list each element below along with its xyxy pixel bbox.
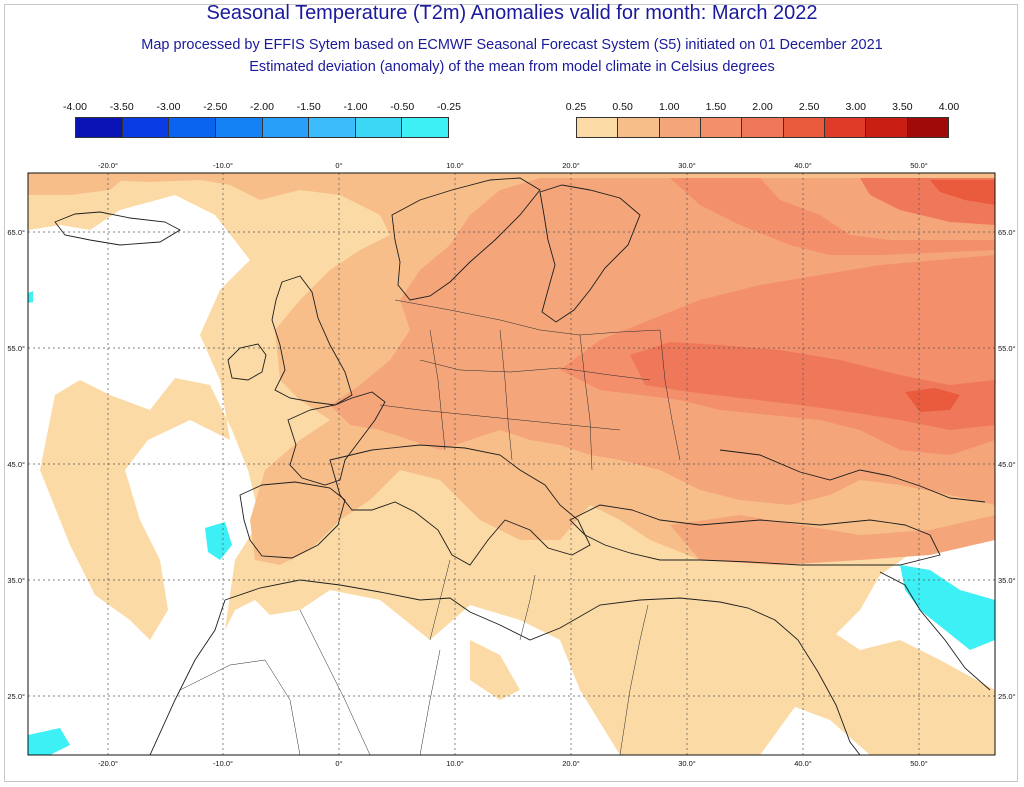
map-border bbox=[27, 172, 996, 756]
figure-frame bbox=[4, 4, 1018, 782]
positive-tick-label: 2.00 bbox=[752, 101, 773, 113]
map-subtitle-processing: Map processed by EFFIS Sytem based on EC… bbox=[141, 37, 883, 53]
longitude-label: -10.0° bbox=[213, 161, 233, 170]
latitude-labels-right: 65.0° 55.0° 45.0° 35.0° 25.0° bbox=[998, 228, 1016, 701]
longitude-label: 10.0° bbox=[446, 759, 464, 768]
positive-tick-label: 2.50 bbox=[798, 101, 820, 113]
longitude-labels-top: -20.0° -10.0° 0° 10.0° 20.0° 30.0° 40.0° 50.0° bbox=[98, 161, 928, 170]
negative-tick-label: -3.50 bbox=[109, 101, 134, 113]
positive-tick-label: 3.00 bbox=[845, 101, 866, 113]
longitude-label: 20.0° bbox=[562, 161, 580, 170]
latitude-label: 65.0° bbox=[998, 228, 1016, 237]
latitude-label: 35.0° bbox=[7, 576, 25, 585]
negative-tick-label: -2.00 bbox=[250, 101, 274, 113]
positive-swatch-5 bbox=[783, 118, 825, 137]
positive-swatch-2 bbox=[659, 118, 701, 137]
negative-anomaly-colorbar bbox=[75, 117, 449, 138]
longitude-label: 0° bbox=[335, 759, 342, 768]
positive-tick-label: 4.00 bbox=[938, 101, 960, 113]
graticule bbox=[28, 173, 995, 755]
latitude-label: 55.0° bbox=[7, 344, 25, 353]
positive-anomaly-colorbar bbox=[576, 117, 949, 138]
longitude-label: 50.0° bbox=[910, 759, 928, 768]
latitude-labels-left: 65.0° 55.0° 45.0° 35.0° 25.0° bbox=[7, 228, 25, 701]
negative-swatch-1 bbox=[122, 118, 170, 137]
negative-swatch-5 bbox=[309, 118, 356, 137]
latitude-label: 65.0° bbox=[7, 228, 25, 237]
longitude-label: 40.0° bbox=[794, 759, 812, 768]
anomaly-field-negative bbox=[28, 291, 995, 755]
map-subtitle-units: Estimated deviation (anomaly) of the mea… bbox=[249, 59, 775, 75]
positive-swatch-6 bbox=[824, 118, 867, 137]
positive-swatch-4 bbox=[742, 118, 784, 137]
latitude-label: 45.0° bbox=[7, 460, 25, 469]
longitude-label: 30.0° bbox=[678, 161, 696, 170]
negative-tick-label: -0.50 bbox=[390, 101, 415, 113]
longitude-label: 30.0° bbox=[678, 759, 696, 768]
longitude-label: 50.0° bbox=[910, 161, 928, 170]
positive-swatch-1 bbox=[618, 118, 660, 137]
longitude-label: 40.0° bbox=[794, 161, 812, 170]
positive-tick-label: 0.50 bbox=[612, 101, 633, 113]
positive-tick-label: 1.00 bbox=[659, 101, 680, 113]
negative-swatch-0 bbox=[76, 118, 123, 137]
positive-tick-label: 1.50 bbox=[705, 101, 727, 113]
positive-swatch-7 bbox=[866, 118, 908, 137]
negative-swatch-4 bbox=[262, 118, 310, 137]
positive-swatch-3 bbox=[700, 118, 743, 137]
positive-swatch-8 bbox=[907, 118, 948, 137]
positive-tick-label: 0.25 bbox=[565, 101, 587, 113]
negative-swatch-2 bbox=[169, 118, 216, 137]
latitude-label: 25.0° bbox=[7, 692, 25, 701]
negative-swatch-3 bbox=[215, 118, 263, 137]
negative-tick-label: -0.25 bbox=[437, 101, 461, 113]
negative-swatch-6 bbox=[355, 118, 403, 137]
latitude-label: 55.0° bbox=[998, 344, 1016, 353]
longitude-label: 0° bbox=[335, 161, 342, 170]
map-title: Seasonal Temperature (T2m) Anomalies val… bbox=[206, 2, 818, 24]
longitude-label: 20.0° bbox=[562, 759, 580, 768]
positive-tick-label: 3.50 bbox=[892, 101, 913, 113]
longitude-label: -20.0° bbox=[98, 759, 118, 768]
longitude-label: -10.0° bbox=[213, 759, 233, 768]
negative-tick-label: -4.00 bbox=[63, 101, 87, 113]
latitude-label: 45.0° bbox=[998, 460, 1016, 469]
negative-tick-label: -1.50 bbox=[296, 101, 321, 113]
longitude-label: 10.0° bbox=[446, 161, 464, 170]
coastlines bbox=[54, 177, 991, 755]
latitude-label: 35.0° bbox=[998, 576, 1016, 585]
negative-swatch-7 bbox=[402, 118, 448, 137]
negative-tick-label: -1.00 bbox=[343, 101, 368, 113]
longitude-labels-bottom: -20.0° -10.0° 0° 10.0° 20.0° 30.0° 40.0° 50.0° bbox=[98, 759, 928, 768]
longitude-label: -20.0° bbox=[98, 161, 118, 170]
latitude-label: 25.0° bbox=[998, 692, 1016, 701]
country-borders bbox=[179, 299, 681, 755]
negative-tick-label: -3.00 bbox=[156, 101, 181, 113]
negative-tick-label: -2.50 bbox=[203, 101, 228, 113]
positive-swatch-0 bbox=[577, 118, 619, 137]
